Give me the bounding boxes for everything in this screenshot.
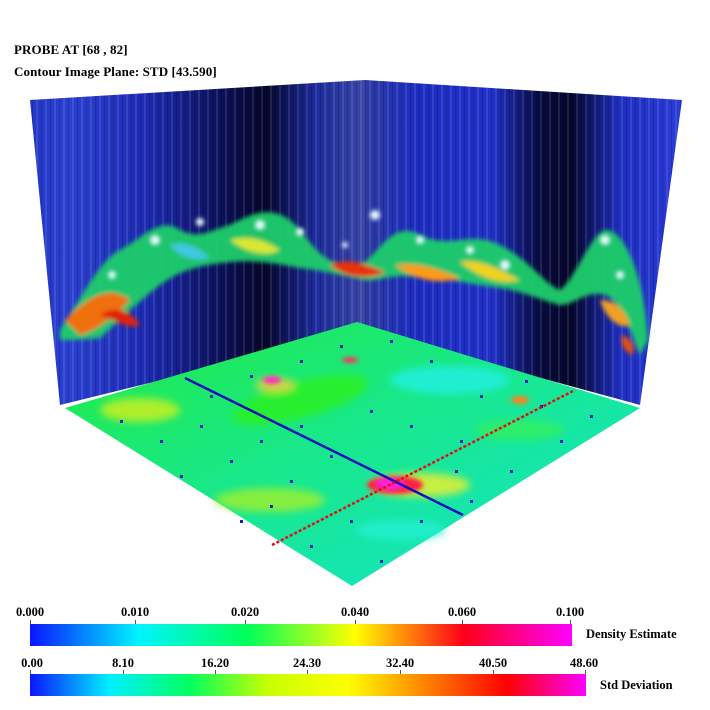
tick-label: 0.00 — [21, 656, 43, 670]
probe-line-blue — [184, 376, 464, 517]
tick-label: 16.20 — [200, 656, 230, 670]
density-colorbar-ticks — [30, 620, 571, 626]
floor-sample-points — [120, 340, 593, 563]
std-colorbar-tick-labels: 0.00 8.10 16.20 24.30 32.40 40.50 48.60 — [0, 656, 710, 672]
std-deviation-title: Std Deviation — [600, 678, 673, 692]
probe-line-red — [271, 388, 576, 547]
tick-label: 0.020 — [230, 605, 260, 619]
tick-label: 0.040 — [340, 605, 370, 619]
tick-label: 40.50 — [478, 656, 508, 670]
probe-location-label: PROBE AT [68 , 82] — [14, 42, 128, 57]
tick-label: 0.010 — [120, 605, 150, 619]
tick-label: 24.30 — [292, 656, 322, 670]
density-surface-band — [60, 212, 648, 355]
tick-label: 0.060 — [447, 605, 477, 619]
tick-label: 48.60 — [569, 656, 599, 670]
tick-label: 0.000 — [15, 605, 45, 619]
density-estimate-colorbar — [30, 624, 572, 646]
std-deviation-colorbar — [30, 674, 586, 696]
density-estimate-title: Density Estimate — [586, 627, 677, 641]
std-colorbar-ticks — [30, 670, 586, 676]
tick-label: 8.10 — [112, 656, 134, 670]
tick-label: 32.40 — [385, 656, 415, 670]
contour-plane-label: Contour Image Plane: STD [43.590] — [14, 64, 217, 79]
density-colorbar-tick-labels: 0.000 0.010 0.020 0.040 0.060 0.100 — [0, 605, 710, 621]
3d-density-visualization[interactable] — [0, 0, 710, 600]
tick-label: 0.100 — [555, 605, 585, 619]
